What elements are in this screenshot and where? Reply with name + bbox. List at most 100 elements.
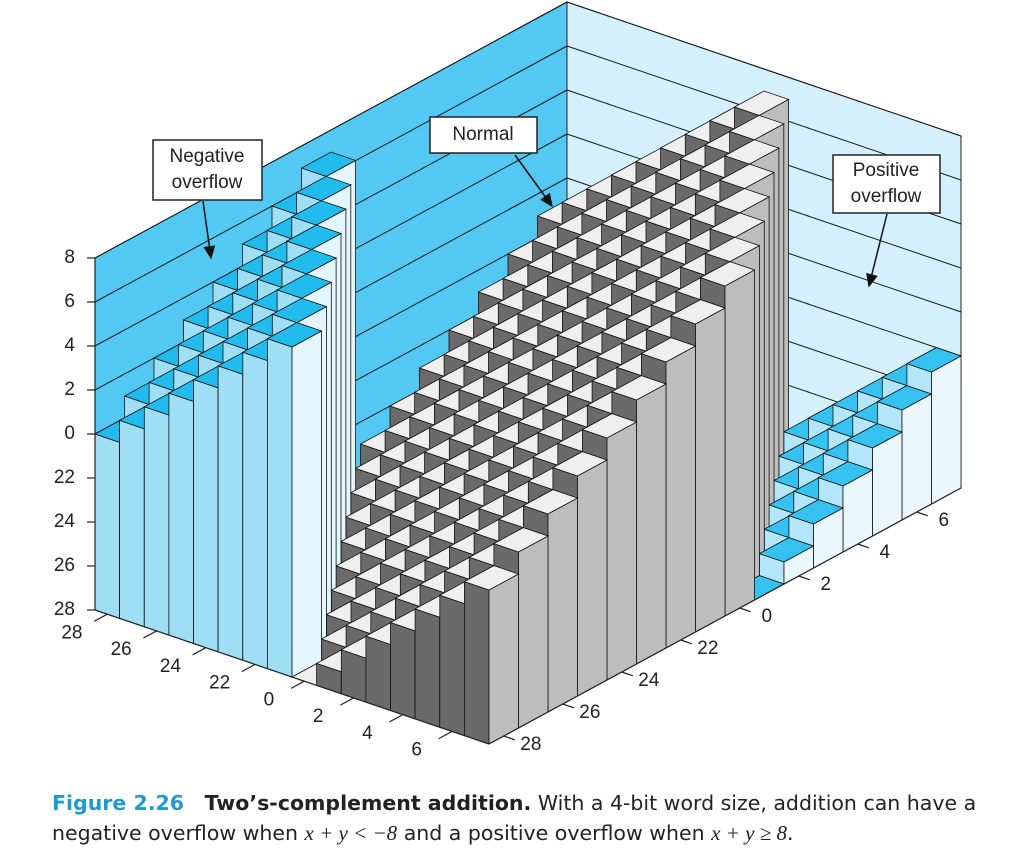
- y-tick-label: 6: [939, 510, 950, 531]
- y-tick-label: 0: [762, 606, 773, 627]
- bar-face: [291, 330, 322, 678]
- y-tick: [621, 671, 634, 677]
- bar-top: [640, 337, 697, 363]
- bar-face: [217, 365, 244, 661]
- y-tick-label: 24: [638, 670, 660, 691]
- bar-top: [758, 537, 815, 563]
- z-tick-label: 28: [54, 599, 75, 620]
- z-tick-label: 24: [54, 511, 76, 532]
- x-tick-label: 26: [111, 639, 132, 660]
- bar-top: [704, 236, 761, 263]
- z-tick-label: 6: [64, 291, 75, 312]
- y-tick-label: 22: [697, 638, 718, 659]
- caption: Figure 2.26 Two’s-complement addition. W…: [52, 788, 1002, 848]
- x-axis: [94, 609, 490, 745]
- x-tick-label: 4: [362, 723, 373, 744]
- bar-top: [709, 212, 766, 238]
- bar-top: [581, 413, 638, 439]
- caption-label: Figure 2.26: [52, 791, 185, 815]
- x-tick: [192, 647, 207, 656]
- bar-top: [295, 175, 352, 202]
- x-tick: [93, 613, 108, 622]
- y-axis: [488, 487, 962, 745]
- bar-top: [610, 375, 667, 401]
- annotation-text: overflow: [172, 172, 243, 193]
- bar-face: [463, 581, 490, 745]
- bar-face: [695, 307, 726, 633]
- bar-top: [492, 527, 549, 553]
- bar-top: [290, 200, 347, 226]
- x-tick-label: 0: [264, 689, 275, 710]
- bar-top: [714, 188, 771, 214]
- annotations: Negative overflow Normal Positive overfl…: [152, 116, 941, 288]
- caption-math: x + y < −8: [304, 821, 398, 845]
- bar-face: [119, 419, 145, 628]
- bars: [94, 90, 962, 745]
- grid-line: [94, 1, 568, 259]
- bar-face: [577, 459, 608, 697]
- bar-face: [724, 269, 755, 617]
- bar: [266, 322, 323, 678]
- bar-top: [300, 151, 357, 177]
- z-tick-label: 0: [64, 423, 75, 444]
- bar-face: [193, 378, 219, 653]
- bar-top: [817, 461, 874, 487]
- bar-face: [365, 635, 391, 712]
- y-tick: [798, 575, 811, 581]
- bar-top: [787, 499, 844, 525]
- x-tick: [290, 680, 305, 689]
- caption-math: x + y ≥ 8: [711, 821, 787, 845]
- x-tick-label: 22: [209, 673, 230, 694]
- z-tick-label: 22: [54, 467, 75, 488]
- bar-face: [390, 621, 416, 720]
- bar-face: [94, 433, 120, 619]
- caption-title: Two’s-complement addition.: [204, 791, 532, 815]
- bar-face: [488, 573, 519, 745]
- bar-face: [636, 383, 667, 665]
- bar-top: [733, 90, 790, 116]
- bar-top: [905, 347, 962, 373]
- y-tick-label: 4: [880, 542, 891, 563]
- x-tick: [340, 697, 354, 706]
- bar-top: [876, 385, 933, 411]
- bar: [463, 565, 520, 745]
- bar-top: [723, 139, 780, 165]
- bar-face: [547, 497, 578, 713]
- bar-face: [143, 406, 170, 636]
- y-tick: [503, 735, 516, 741]
- bar-face: [931, 355, 962, 505]
- y-tick: [562, 703, 575, 709]
- caption-text: .: [787, 821, 794, 845]
- x-tick: [143, 630, 157, 639]
- y-tick-label: 28: [520, 734, 541, 755]
- bar-top: [846, 423, 903, 449]
- bar-face: [901, 393, 932, 521]
- z-tick-label: 8: [64, 247, 75, 268]
- bar-face: [414, 608, 441, 728]
- annotation-text: overflow: [851, 186, 922, 207]
- bar-top: [281, 249, 338, 275]
- annotation-box: [152, 139, 263, 201]
- caption-text: With a 4-bit word size, addition can hav…: [52, 791, 977, 845]
- bar-face: [606, 421, 637, 681]
- x-tick-label: 2: [313, 706, 324, 727]
- z-tick-label: 2: [64, 379, 75, 400]
- grid-line: [566, 1, 962, 137]
- z-tick-label: 26: [54, 555, 75, 576]
- y-tick: [739, 607, 752, 613]
- annotation-arrow: [514, 154, 553, 208]
- bar-top: [522, 489, 579, 515]
- x-tick: [438, 730, 453, 740]
- bar-top: [718, 163, 775, 189]
- bar-top: [266, 322, 323, 348]
- caption-text: and a positive overflow when: [403, 821, 705, 845]
- annotation-box: [429, 116, 538, 154]
- annotation-arrow: [866, 213, 888, 288]
- annotation-arrow: [202, 200, 216, 260]
- y-tick: [857, 543, 870, 549]
- y-tick-label: 26: [579, 702, 600, 723]
- annotation-text: Positive: [853, 160, 920, 181]
